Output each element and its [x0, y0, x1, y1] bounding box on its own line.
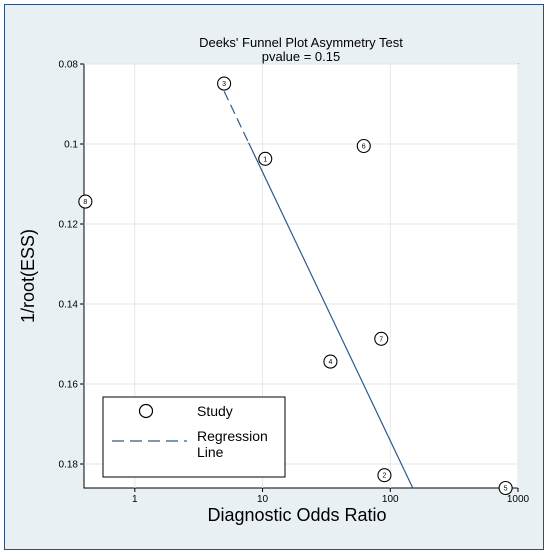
study-marker — [356, 138, 371, 154]
chart-title: Deeks' Funnel Plot Asymmetry Test — [199, 35, 403, 50]
funnel-plot: Deeks' Funnel Plot Asymmetry Test pvalue… — [18, 35, 530, 525]
legend: Study Regression Line — [102, 396, 286, 478]
y-axis-ticks: 0.08 0.1 0.12 0.14 0.16 0.18 — [59, 60, 84, 471]
study-label: 2 — [382, 473, 386, 480]
study-points: 1 2 3 4 5 6 7 8 — [78, 76, 513, 496]
y-axis-title: 1/root(ESS) — [18, 229, 38, 323]
y-tick-label: 0.16 — [59, 380, 79, 391]
legend-study-marker — [138, 403, 154, 419]
x-tick-label: 10 — [257, 494, 269, 505]
study-point-7: 7 — [374, 331, 389, 346]
chart-frame: Deeks' Funnel Plot Asymmetry Test pvalue… — [4, 4, 544, 550]
study-label: 4 — [328, 359, 332, 366]
study-label: 8 — [83, 199, 87, 206]
study-label: 7 — [379, 336, 383, 343]
y-tick-label: 0.1 — [64, 140, 78, 151]
y-tick-label: 0.08 — [59, 60, 79, 71]
legend-study-label: Study — [197, 403, 233, 419]
legend-regression-label: Regression Line — [197, 428, 268, 460]
study-marker — [78, 194, 93, 209]
x-tick-label: 1000 — [507, 494, 530, 505]
chart-subtitle: pvalue = 0.15 — [262, 49, 340, 64]
study-point-8: 8 — [78, 194, 93, 209]
regression-line — [248, 142, 414, 489]
y-tick-label: 0.14 — [59, 300, 79, 311]
study-point-3: 3 — [217, 76, 232, 91]
study-marker — [498, 480, 513, 496]
study-label: 3 — [222, 81, 226, 88]
legend-regression-label-line: Regression — [197, 428, 268, 444]
y-tick-label: 0.18 — [59, 460, 79, 471]
study-point-6: 6 — [356, 138, 371, 154]
x-tick-label: 1 — [132, 494, 138, 505]
study-marker — [217, 76, 232, 91]
regression-line-dashed — [223, 90, 250, 144]
study-point-5: 5 — [498, 480, 513, 496]
y-tick-label: 0.12 — [59, 220, 79, 231]
regression-line-layer — [223, 90, 414, 489]
study-point-1: 1 — [258, 151, 273, 166]
study-marker — [258, 151, 273, 166]
study-label: 5 — [504, 486, 508, 493]
legend-regression-label-line: Line — [197, 444, 224, 460]
legend-box — [102, 396, 286, 478]
study-marker — [374, 331, 389, 346]
study-point-4: 4 — [323, 354, 338, 369]
study-label: 1 — [263, 156, 267, 163]
study-marker — [323, 354, 338, 369]
x-tick-label: 100 — [382, 494, 399, 505]
study-label: 6 — [362, 144, 366, 151]
study-point-2: 2 — [377, 468, 392, 483]
x-axis-title: Diagnostic Odds Ratio — [207, 505, 386, 525]
study-marker — [377, 468, 392, 483]
x-axis-ticks: 1 10 100 1000 — [132, 488, 530, 505]
